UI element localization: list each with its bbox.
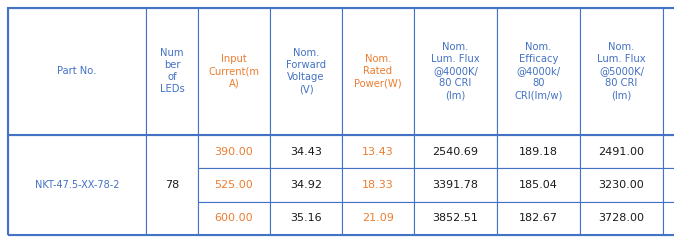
Bar xyxy=(414,135,497,168)
Bar xyxy=(663,135,674,168)
Bar xyxy=(198,135,270,168)
Text: 34.92: 34.92 xyxy=(290,180,322,190)
Text: 182.67: 182.67 xyxy=(519,213,558,223)
Text: Num
ber
of
LEDs: Num ber of LEDs xyxy=(160,49,185,95)
Text: Part No.: Part No. xyxy=(57,67,96,77)
Text: 34.43: 34.43 xyxy=(290,147,322,157)
Text: 35.16: 35.16 xyxy=(290,213,321,223)
Text: Nom.
Rated
Power(W): Nom. Rated Power(W) xyxy=(355,54,402,88)
Bar xyxy=(414,168,497,202)
Bar xyxy=(342,168,414,202)
Bar xyxy=(663,202,674,235)
Text: 185.04: 185.04 xyxy=(519,180,558,190)
Bar xyxy=(342,202,414,235)
Text: 600.00: 600.00 xyxy=(215,213,253,223)
Bar xyxy=(8,8,146,135)
Text: Nom.
Lum. Flux
@5000K/
80 CRI
(lm): Nom. Lum. Flux @5000K/ 80 CRI (lm) xyxy=(597,43,646,101)
Text: 3728.00: 3728.00 xyxy=(599,213,644,223)
Bar xyxy=(270,168,342,202)
Text: 2491.00: 2491.00 xyxy=(599,147,644,157)
Bar xyxy=(414,202,497,235)
Text: NKT-47.5-XX-78-2: NKT-47.5-XX-78-2 xyxy=(35,180,119,190)
Bar xyxy=(580,8,663,135)
Text: Nom.
Lum. Flux
@4000K/
80 CRI
(lm): Nom. Lum. Flux @4000K/ 80 CRI (lm) xyxy=(431,43,480,101)
Text: Nom.
Efficacy
@4000k/
80
CRI(lm/w): Nom. Efficacy @4000k/ 80 CRI(lm/w) xyxy=(514,43,563,101)
Bar xyxy=(497,135,580,168)
Bar xyxy=(146,8,198,135)
Bar xyxy=(270,8,342,135)
Text: 21.09: 21.09 xyxy=(362,213,394,223)
Bar xyxy=(580,202,663,235)
Bar xyxy=(342,8,414,135)
Bar xyxy=(497,168,580,202)
Bar xyxy=(580,135,663,168)
Text: 525.00: 525.00 xyxy=(214,180,253,190)
Text: 78: 78 xyxy=(165,180,179,190)
Text: Input
Current(m
A): Input Current(m A) xyxy=(208,54,259,88)
Bar xyxy=(497,202,580,235)
Bar xyxy=(146,135,198,235)
Bar xyxy=(663,168,674,202)
Text: 3230.00: 3230.00 xyxy=(599,180,644,190)
Bar xyxy=(8,135,146,235)
Text: 13.43: 13.43 xyxy=(362,147,394,157)
Bar xyxy=(342,135,414,168)
Bar xyxy=(270,202,342,235)
Bar xyxy=(414,8,497,135)
Text: 189.18: 189.18 xyxy=(519,147,558,157)
Text: 3391.78: 3391.78 xyxy=(433,180,479,190)
Text: Nom.
Forward
Voltage
(V): Nom. Forward Voltage (V) xyxy=(286,49,326,95)
Bar xyxy=(580,168,663,202)
Bar xyxy=(497,8,580,135)
Bar xyxy=(198,8,270,135)
Bar xyxy=(663,8,674,135)
Bar xyxy=(270,135,342,168)
Text: 390.00: 390.00 xyxy=(214,147,253,157)
Text: 18.33: 18.33 xyxy=(362,180,394,190)
Text: 3852.51: 3852.51 xyxy=(433,213,479,223)
Bar xyxy=(198,168,270,202)
Text: 2540.69: 2540.69 xyxy=(433,147,479,157)
Bar xyxy=(198,202,270,235)
